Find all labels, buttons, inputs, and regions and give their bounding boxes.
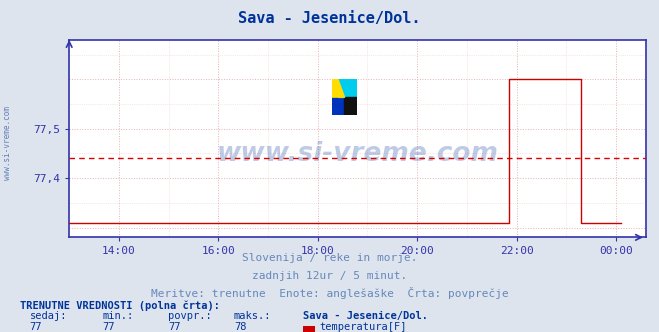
Text: min.:: min.: [102,311,133,321]
Polygon shape [331,79,345,97]
Polygon shape [345,79,357,97]
Text: www.si-vreme.com: www.si-vreme.com [217,141,498,167]
Text: temperatura[F]: temperatura[F] [320,322,407,332]
Text: Meritve: trenutne  Enote: anglešaške  Črta: povprečje: Meritve: trenutne Enote: anglešaške Črta… [151,287,508,299]
Text: Slovenija / reke in morje.: Slovenija / reke in morje. [242,253,417,263]
Text: 77: 77 [102,322,115,332]
Text: www.si-vreme.com: www.si-vreme.com [3,106,13,180]
Text: TRENUTNE VREDNOSTI (polna črta):: TRENUTNE VREDNOSTI (polna črta): [20,301,219,311]
Text: sedaj:: sedaj: [30,311,67,321]
Polygon shape [338,79,345,97]
Text: 78: 78 [234,322,246,332]
Polygon shape [345,79,357,97]
Text: 77: 77 [30,322,42,332]
Bar [331,97,345,115]
Text: zadnjih 12ur / 5 minut.: zadnjih 12ur / 5 minut. [252,271,407,281]
Bar [331,79,345,97]
Text: Sava - Jesenice/Dol.: Sava - Jesenice/Dol. [239,11,420,26]
Text: Sava - Jesenice/Dol.: Sava - Jesenice/Dol. [303,311,428,321]
Text: povpr.:: povpr.: [168,311,212,321]
Bar [345,97,357,115]
Text: maks.:: maks.: [234,311,272,321]
Text: 77: 77 [168,322,181,332]
